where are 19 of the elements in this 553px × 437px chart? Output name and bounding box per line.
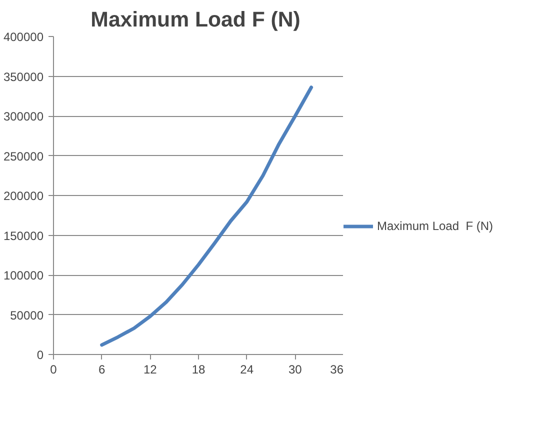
x-tick-label: 12 — [143, 362, 158, 376]
y-tick-label: 150000 — [3, 228, 44, 243]
y-tick-label: 350000 — [3, 70, 44, 84]
chart-title: Maximum Load F (N) — [90, 8, 300, 32]
y-tick-label: 400000 — [3, 30, 44, 44]
x-tick-label: 36 — [330, 362, 344, 376]
y-tick-label: 0 — [36, 348, 44, 362]
line-series — [100, 86, 314, 347]
x-tick-label: 30 — [288, 362, 302, 376]
legend-label: Maximum Load F (N) — [377, 218, 494, 232]
x-tick-label: 18 — [192, 362, 206, 376]
x-tick-label: 0 — [50, 362, 58, 376]
y-tick-label: 300000 — [3, 110, 44, 124]
y-tick-label: 50000 — [10, 308, 44, 322]
y-tick-label: 100000 — [3, 268, 44, 282]
y-tick-label: 200000 — [3, 189, 44, 203]
x-tick-label: 24 — [240, 362, 254, 376]
x-tick-label: 6 — [98, 362, 106, 376]
y-tick-label: 250000 — [3, 149, 44, 164]
